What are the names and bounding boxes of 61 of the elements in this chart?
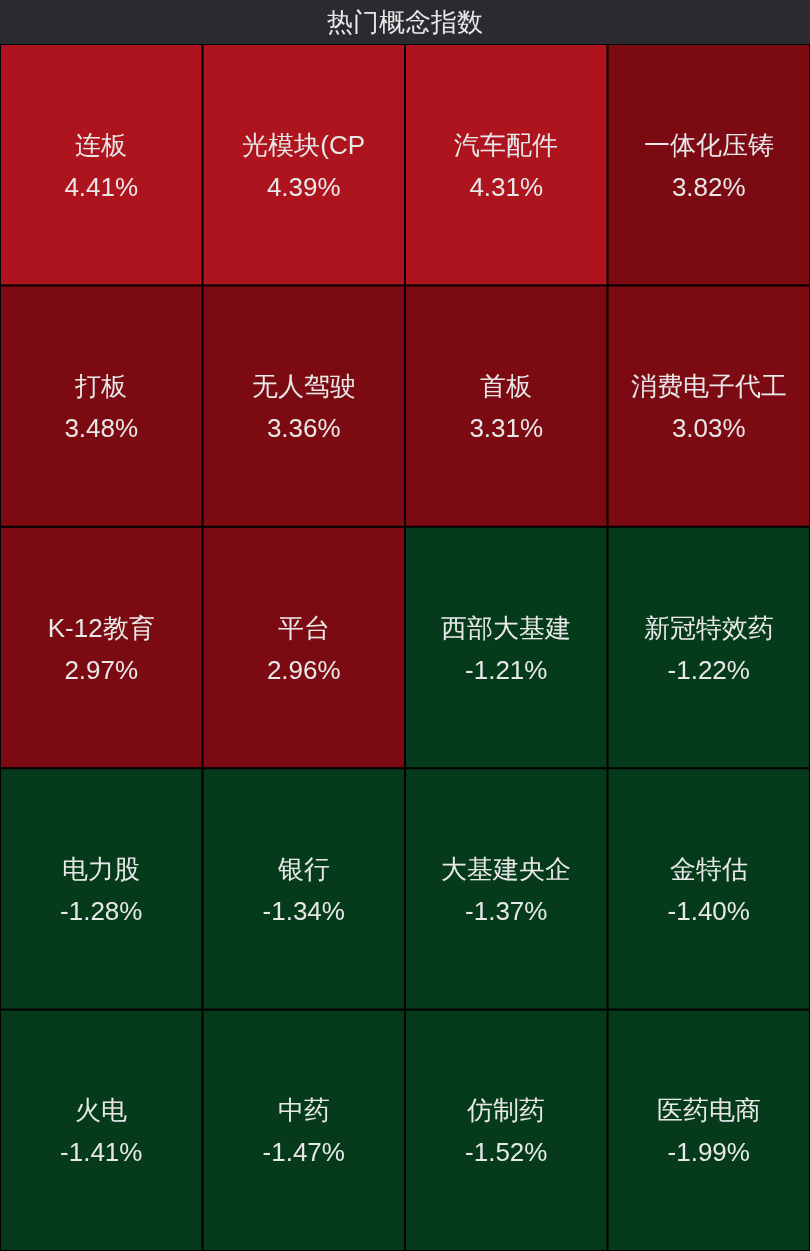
data-label: 3.03% — [671, 413, 746, 444]
category-label: 医药电商 — [656, 1095, 761, 1126]
data-label: 4.31% — [469, 171, 544, 202]
data-label: -1.52% — [465, 1137, 548, 1168]
data-label: -1.99% — [667, 1137, 750, 1168]
tile: 火电 -1.41% — [1, 1010, 202, 1250]
category-label: 大基建央企 — [441, 853, 572, 884]
title-bar: 热门概念指数 — [0, 0, 810, 44]
tile: 电力股 -1.28% — [1, 769, 202, 1009]
category-label: 消费电子代工 — [630, 371, 787, 402]
data-label: 2.97% — [64, 654, 139, 685]
tile: 光模块(CP 4.39% — [203, 45, 404, 285]
tile: K-12教育 2.97% — [1, 527, 202, 768]
data-label: -1.40% — [667, 895, 750, 926]
tile: 银行 -1.34% — [203, 769, 404, 1009]
data-label: -1.41% — [60, 1137, 143, 1168]
data-label: 3.31% — [469, 413, 544, 444]
category-label: 中药 — [277, 1095, 330, 1126]
category-label: 火电 — [75, 1095, 128, 1126]
data-label: 2.96% — [266, 654, 341, 685]
category-label: 西部大基建 — [441, 612, 572, 643]
category-label: 无人驾驶 — [251, 371, 356, 402]
tile: 汽车配件 4.31% — [406, 45, 607, 285]
data-label: -1.37% — [465, 895, 548, 926]
tile: 仿制药 -1.52% — [406, 1010, 607, 1250]
category-label: 首板 — [480, 371, 533, 402]
category-label: 打板 — [74, 371, 128, 402]
tile: 一体化压铸 3.82% — [608, 45, 809, 285]
category-label: 金特估 — [669, 853, 748, 884]
data-label: -1.47% — [262, 1137, 345, 1168]
tile: 无人驾驶 3.36% — [203, 286, 404, 526]
tile: 金特估 -1.40% — [608, 769, 809, 1009]
tile: 中药 -1.47% — [203, 1010, 404, 1250]
category-label: 仿制药 — [466, 1095, 546, 1126]
category-label: 新冠特效药 — [643, 612, 774, 643]
category-label: 一体化压铸 — [643, 129, 774, 160]
category-label: 电力股 — [62, 853, 141, 884]
category-label: 连板 — [75, 129, 128, 160]
tile: 首板 3.31% — [406, 286, 607, 526]
category-label: 光模块(CP — [242, 129, 366, 160]
data-label: -1.21% — [465, 654, 548, 685]
data-label: 3.48% — [64, 413, 139, 444]
tile: 连板 4.41% — [1, 45, 202, 285]
data-label: -1.22% — [667, 654, 750, 685]
category-label: 汽车配件 — [454, 129, 559, 160]
tile: 医药电商 -1.99% — [608, 1010, 809, 1250]
category-label: 银行 — [276, 853, 330, 884]
data-label: -1.34% — [262, 895, 345, 926]
data-label: 3.36% — [266, 413, 341, 444]
tile: 打板 3.48% — [1, 286, 202, 526]
data-label: 4.41% — [64, 171, 139, 202]
data-label: -1.28% — [60, 895, 143, 926]
tile: 大基建央企 -1.37% — [406, 769, 607, 1009]
tile: 新冠特效药 -1.22% — [608, 527, 809, 768]
data-label: 3.82% — [671, 171, 746, 202]
data-label: 4.39% — [266, 171, 341, 202]
tile: 消费电子代工 3.03% — [608, 286, 809, 526]
category-label: K-12教育 — [47, 612, 155, 643]
tile: 平台 2.96% — [203, 527, 404, 768]
category-label: 平台 — [277, 612, 330, 643]
tile: 西部大基建 -1.21% — [406, 527, 607, 768]
